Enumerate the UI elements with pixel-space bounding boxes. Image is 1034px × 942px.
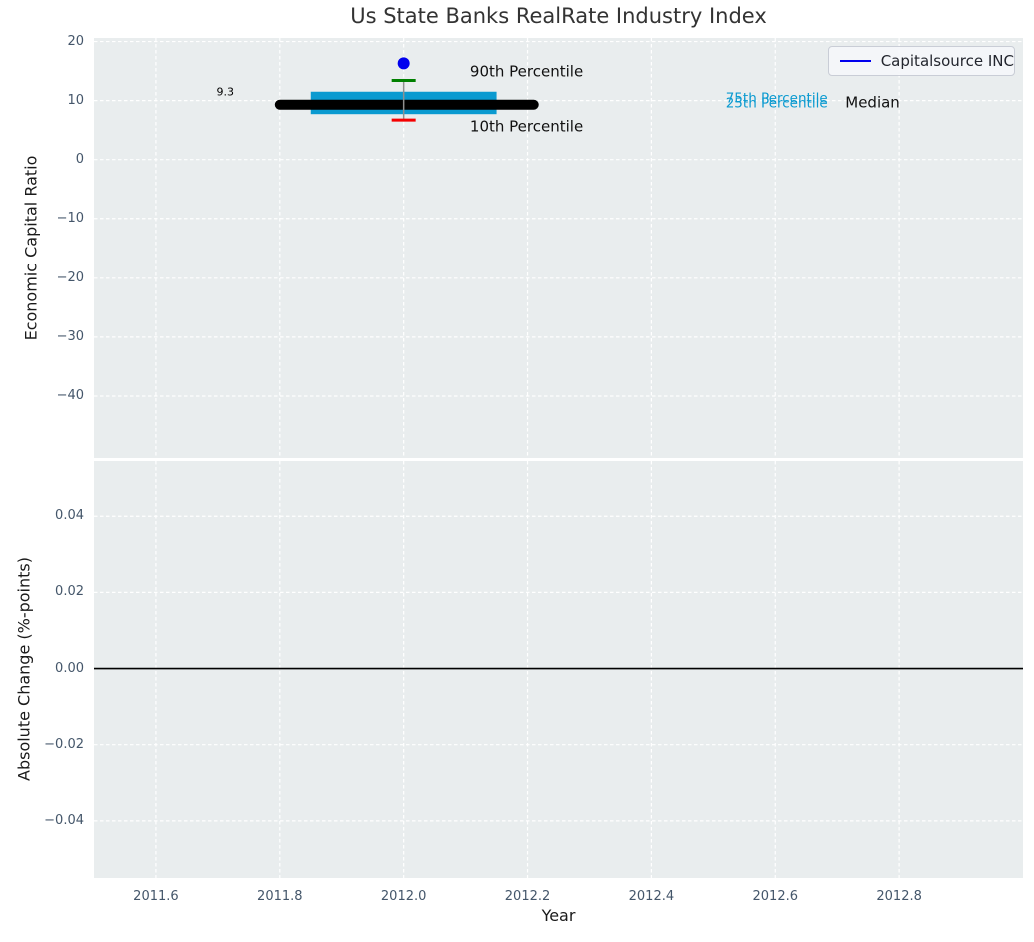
y-tick-label: −30 <box>56 328 84 344</box>
annotation-90th-percentile: 90th Percentile <box>469 62 584 81</box>
y-tick-label: 10 <box>67 92 84 108</box>
legend-label: Capitalsource INC <box>880 52 1014 70</box>
y-tick-label: 0.04 <box>55 508 84 524</box>
y-tick-label: −0.04 <box>44 812 84 828</box>
plot-area-economic-capital-ratio <box>94 38 1023 458</box>
legend: Capitalsource INC <box>828 46 1015 76</box>
annotation-75th-percentile: 75th Percentile <box>725 90 828 107</box>
x-tick-label: 2012.0 <box>380 889 427 904</box>
y-tick-label: −10 <box>56 210 84 226</box>
y-tick-label: −40 <box>56 387 84 403</box>
x-tick-label: 2012.6 <box>752 889 799 904</box>
y-tick-label: −0.02 <box>44 736 84 752</box>
x-tick-label: 2012.4 <box>628 889 675 904</box>
company-data-point <box>397 57 410 70</box>
annotation-25th-percentile: 25th Percentile <box>725 94 828 111</box>
y-axis-label-top: Economic Capital Ratio <box>21 155 41 341</box>
annotation-9-3: 9.3 <box>216 85 235 99</box>
legend-line-sample-icon <box>840 60 871 62</box>
y-tick-label: 20 <box>67 33 84 49</box>
annotation-10th-percentile: 10th Percentile <box>469 117 584 136</box>
annotation-median: Median <box>845 93 900 112</box>
y-tick-label: 0.00 <box>55 660 84 676</box>
chart-title: Us State Banks RealRate Industry Index <box>350 4 767 28</box>
x-axis-label: Year <box>541 906 576 925</box>
plot-area-absolute-change <box>94 461 1023 878</box>
x-tick-label: 2012.8 <box>876 889 922 904</box>
x-tick-label: 2011.6 <box>133 889 179 904</box>
x-tick-label: 2011.8 <box>257 889 303 904</box>
x-tick-label: 2012.2 <box>504 889 551 904</box>
y-tick-label: 0.02 <box>55 584 84 600</box>
y-tick-label: 0 <box>75 151 84 167</box>
y-tick-label: −20 <box>56 269 84 285</box>
